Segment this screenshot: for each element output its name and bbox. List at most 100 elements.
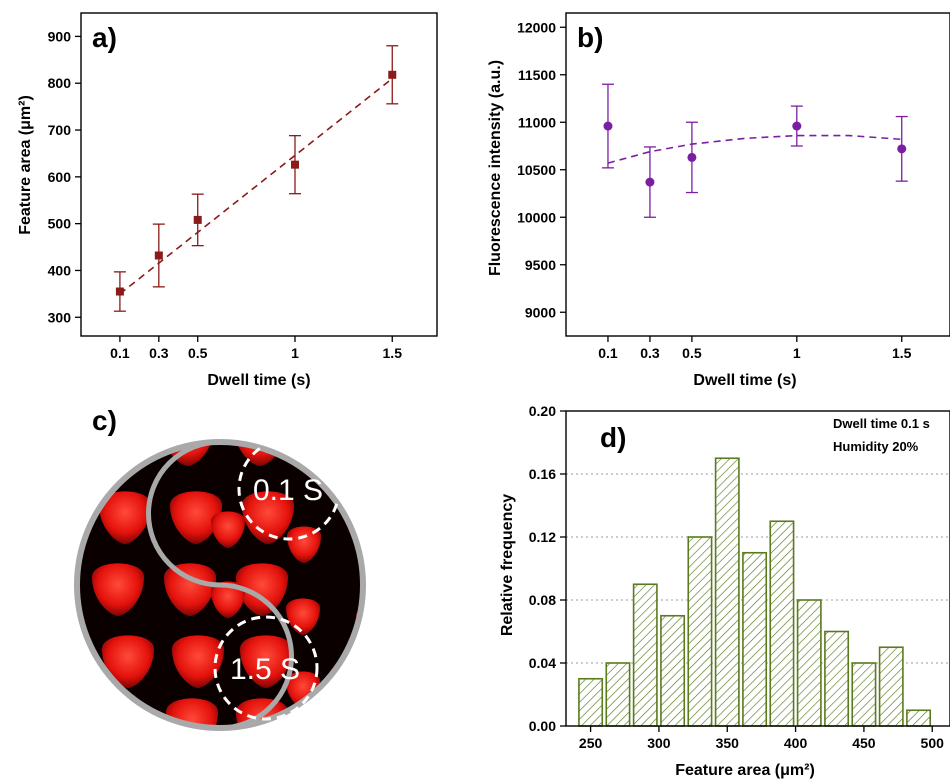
panel-b-y-tick-label: 12000 xyxy=(517,19,556,35)
micrograph-small-dot xyxy=(356,457,363,494)
panel-b-y-tick-label: 11000 xyxy=(518,114,556,130)
micrograph-border xyxy=(74,439,366,731)
panel-d-y-tick-label: 0.04 xyxy=(529,655,556,671)
panel-a-plot-frame xyxy=(80,12,438,337)
panel-d-histogram-bar xyxy=(878,646,904,727)
panel-c-letter: c) xyxy=(92,405,117,436)
panel-b-data-point xyxy=(897,144,907,154)
micrograph-small-dot xyxy=(421,604,455,640)
panel-a-y-tick-label: 500 xyxy=(48,216,72,232)
yin-yang-divider xyxy=(146,442,294,728)
micrograph-large-dot xyxy=(162,442,214,466)
panel-b-x-tick-label: 0.5 xyxy=(682,345,702,361)
micrograph-small-dot xyxy=(287,526,321,563)
panel-d-histogram-bar xyxy=(824,630,850,727)
panel-d-x-axis-title: Feature area (μm²) xyxy=(675,762,815,779)
panel-d-x-tick-label: 400 xyxy=(784,735,808,751)
panel-a-data-point xyxy=(115,287,124,296)
micrograph-large-dot xyxy=(94,698,146,728)
panel-d-x-tick-label: 300 xyxy=(647,735,671,751)
micrograph-small-dot xyxy=(285,397,319,433)
label-1-5-s: 1.5 S xyxy=(230,653,300,686)
panel-a-x-tick-label: 1.5 xyxy=(383,345,403,361)
panel-a-y-tick-label: 800 xyxy=(48,75,72,91)
panel-d-histogram-bar xyxy=(796,599,822,727)
panel-d-histogram-bar xyxy=(769,520,795,727)
panel-a-y-axis-title: Feature area (μm²) xyxy=(17,95,34,235)
panel-d-x-tick-label: 500 xyxy=(921,735,945,751)
panel-d-y-tick-label: 0.16 xyxy=(529,466,556,482)
panel-b-x-tick-label: 0.1 xyxy=(598,345,618,361)
panel-a-letter: a) xyxy=(92,22,117,53)
panel-a-y-tick-label: 700 xyxy=(48,122,72,138)
panel-a-y-tick-label: 300 xyxy=(48,309,72,325)
micrograph-large-dot xyxy=(172,635,224,688)
panel-b-y-tick-label: 9500 xyxy=(525,257,556,273)
dashed-circle-lower xyxy=(213,615,319,721)
panel-b-data-point xyxy=(687,152,697,162)
panel-d-x-tick-label: 450 xyxy=(852,735,876,751)
micrograph-large-dot xyxy=(242,491,294,544)
panel-b-data-point xyxy=(603,121,613,131)
panel-a-data-point xyxy=(290,160,299,169)
panel-b-data-point xyxy=(645,177,655,187)
micrograph-small-dot xyxy=(211,511,245,548)
panel-d-histogram-bar xyxy=(714,457,740,727)
micrograph-large-dot xyxy=(236,563,288,616)
panel-a-x-tick-label: 1 xyxy=(291,345,299,361)
panel-b-plot-frame xyxy=(565,12,950,337)
panel-d-y-tick-label: 0.00 xyxy=(529,718,556,734)
panel-d-histogram-bar xyxy=(851,662,877,727)
panel-a-data-point xyxy=(388,70,397,79)
micrograph-large-dot xyxy=(102,635,154,688)
dashed-circle-upper xyxy=(237,437,341,541)
micrograph-small-dot xyxy=(421,530,455,566)
micrograph-large-dot xyxy=(170,491,222,544)
panel-d-y-axis-title: Relative frequency xyxy=(499,494,516,636)
label-0-1-s: 0.1 S xyxy=(253,474,323,507)
panel-d-histogram-bar xyxy=(687,536,713,727)
panel-d-x-tick-label: 350 xyxy=(716,735,740,751)
panel-b-y-axis-title: Fluorescence intensity (a.u.) xyxy=(487,60,504,276)
panel-b-x-axis-title: Dwell time (s) xyxy=(693,372,796,389)
panel-b-y-tick-label: 10000 xyxy=(517,209,556,225)
micrograph-left-dots xyxy=(89,442,294,728)
panel-b-x-tick-label: 1.5 xyxy=(892,345,912,361)
panel-d-histogram-bar xyxy=(578,677,604,727)
scale-bar xyxy=(352,656,426,670)
panel-a-data-point xyxy=(154,251,163,260)
panel-a-y-tick-label: 400 xyxy=(48,262,72,278)
panel-b-chart: 9000 9500 10000 10500 11000 11500 12000 0.1 0.3 0… xyxy=(517,12,950,361)
panel-a-fit-line xyxy=(119,77,393,295)
panel-a-x-tick-label: 0.1 xyxy=(110,345,130,361)
panel-b-y-tick-label: 11500 xyxy=(518,67,556,83)
panel-d-y-tick-label: 0.20 xyxy=(529,403,556,419)
panel-b-data-point xyxy=(792,121,802,131)
panel-d-chart: 0.00 0.04 0.08 0.12 0.16 0.20 250 300 350 400 450 5… xyxy=(529,403,950,751)
micrograph-small-dot xyxy=(211,581,245,618)
micrograph-large-dot xyxy=(240,635,292,688)
panel-d-y-tick-label: 0.12 xyxy=(529,529,556,545)
micrograph-large-dot xyxy=(99,491,151,544)
annotation-humidity: Humidity 20% xyxy=(833,439,919,454)
panel-d-plot-frame xyxy=(565,410,950,727)
panel-b-y-tick-label: 10500 xyxy=(517,162,556,178)
panel-d-histogram-bar xyxy=(632,583,658,727)
panel-d-histogram-bar xyxy=(660,614,686,727)
panel-d-histogram-bar xyxy=(906,709,932,727)
micrograph-right-dots xyxy=(211,397,457,714)
micrograph-large-dot xyxy=(92,563,144,616)
panel-d-letter: d) xyxy=(600,422,626,453)
panel-b-y-tick-label: 9000 xyxy=(525,304,556,320)
panel-d-histogram-bar xyxy=(605,662,631,727)
micrograph-small-dot xyxy=(423,462,457,498)
panel-a-x-tick-label: 0.3 xyxy=(149,345,169,361)
panel-d-x-tick-label: 250 xyxy=(579,735,603,751)
panel-a-chart: 300 400 500 600 700 800 900 0.1 0.3 0.5 1 1.5 xyxy=(48,12,438,361)
panel-b-x-tick-label: 1 xyxy=(793,345,801,361)
panel-a-data-point xyxy=(193,215,202,224)
panel-a-x-axis-title: Dwell time (s) xyxy=(207,372,310,389)
panel-d-y-tick-label: 0.08 xyxy=(529,592,556,608)
annotation-dwell-time: Dwell time 0.1 s xyxy=(833,416,930,431)
